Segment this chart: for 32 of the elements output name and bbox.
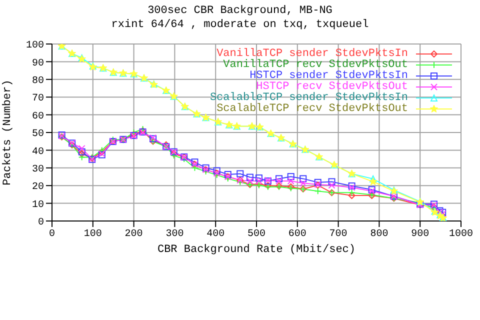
legend-label: VanillaTCP recv StdevPktsOut: [223, 58, 408, 70]
x-tick-label: 0: [48, 229, 56, 240]
chart-subtitle: rxint 64/64 , moderate on txq, txqueuel: [110, 19, 370, 31]
chart-title: 300sec CBR Background, MB-NG: [146, 5, 334, 17]
x-tick-label: 800: [370, 229, 388, 240]
x-tick-label: 100: [84, 229, 102, 240]
y-axis-title: Packets (Number): [2, 80, 14, 186]
y-tick-label: 90: [32, 58, 44, 70]
legend-label: HSTCP recv StdevPktsOut: [256, 80, 408, 92]
y-tick-label: 60: [32, 111, 44, 122]
x-tick-label: 600: [288, 229, 306, 240]
legend-label: VanillaTCP sender StdevPktsIn: [216, 48, 408, 60]
legend-label: HSTCP sender StdevPktsIn: [250, 70, 408, 82]
y-tick-label: 80: [32, 76, 44, 87]
x-axis-title: CBR Background Rate (Mbit/sec): [157, 244, 356, 256]
y-tick-label: 100: [26, 40, 44, 52]
x-tick-label: 700: [329, 229, 348, 240]
y-tick-label: 40: [32, 146, 44, 158]
y-tick-label: 30: [32, 164, 44, 176]
y-tick-label: 10: [32, 200, 44, 211]
legend-label: ScalableTCP recv StdevPktsOut: [216, 102, 408, 114]
y-tick-label: 0: [38, 218, 44, 229]
x-tick-label: 300: [166, 229, 184, 240]
y-tick-label: 70: [32, 94, 44, 105]
y-tick-label: 20: [32, 182, 44, 194]
x-tick-label: 400: [206, 229, 225, 240]
x-tick-label: 1000: [448, 229, 474, 240]
x-tick-label: 200: [124, 229, 143, 240]
x-tick-label: 500: [247, 229, 266, 240]
x-tick-label: 900: [411, 229, 430, 240]
legend-label: ScalableTCP sender StdevPktsIn: [210, 92, 408, 104]
y-tick-label: 50: [32, 129, 44, 140]
